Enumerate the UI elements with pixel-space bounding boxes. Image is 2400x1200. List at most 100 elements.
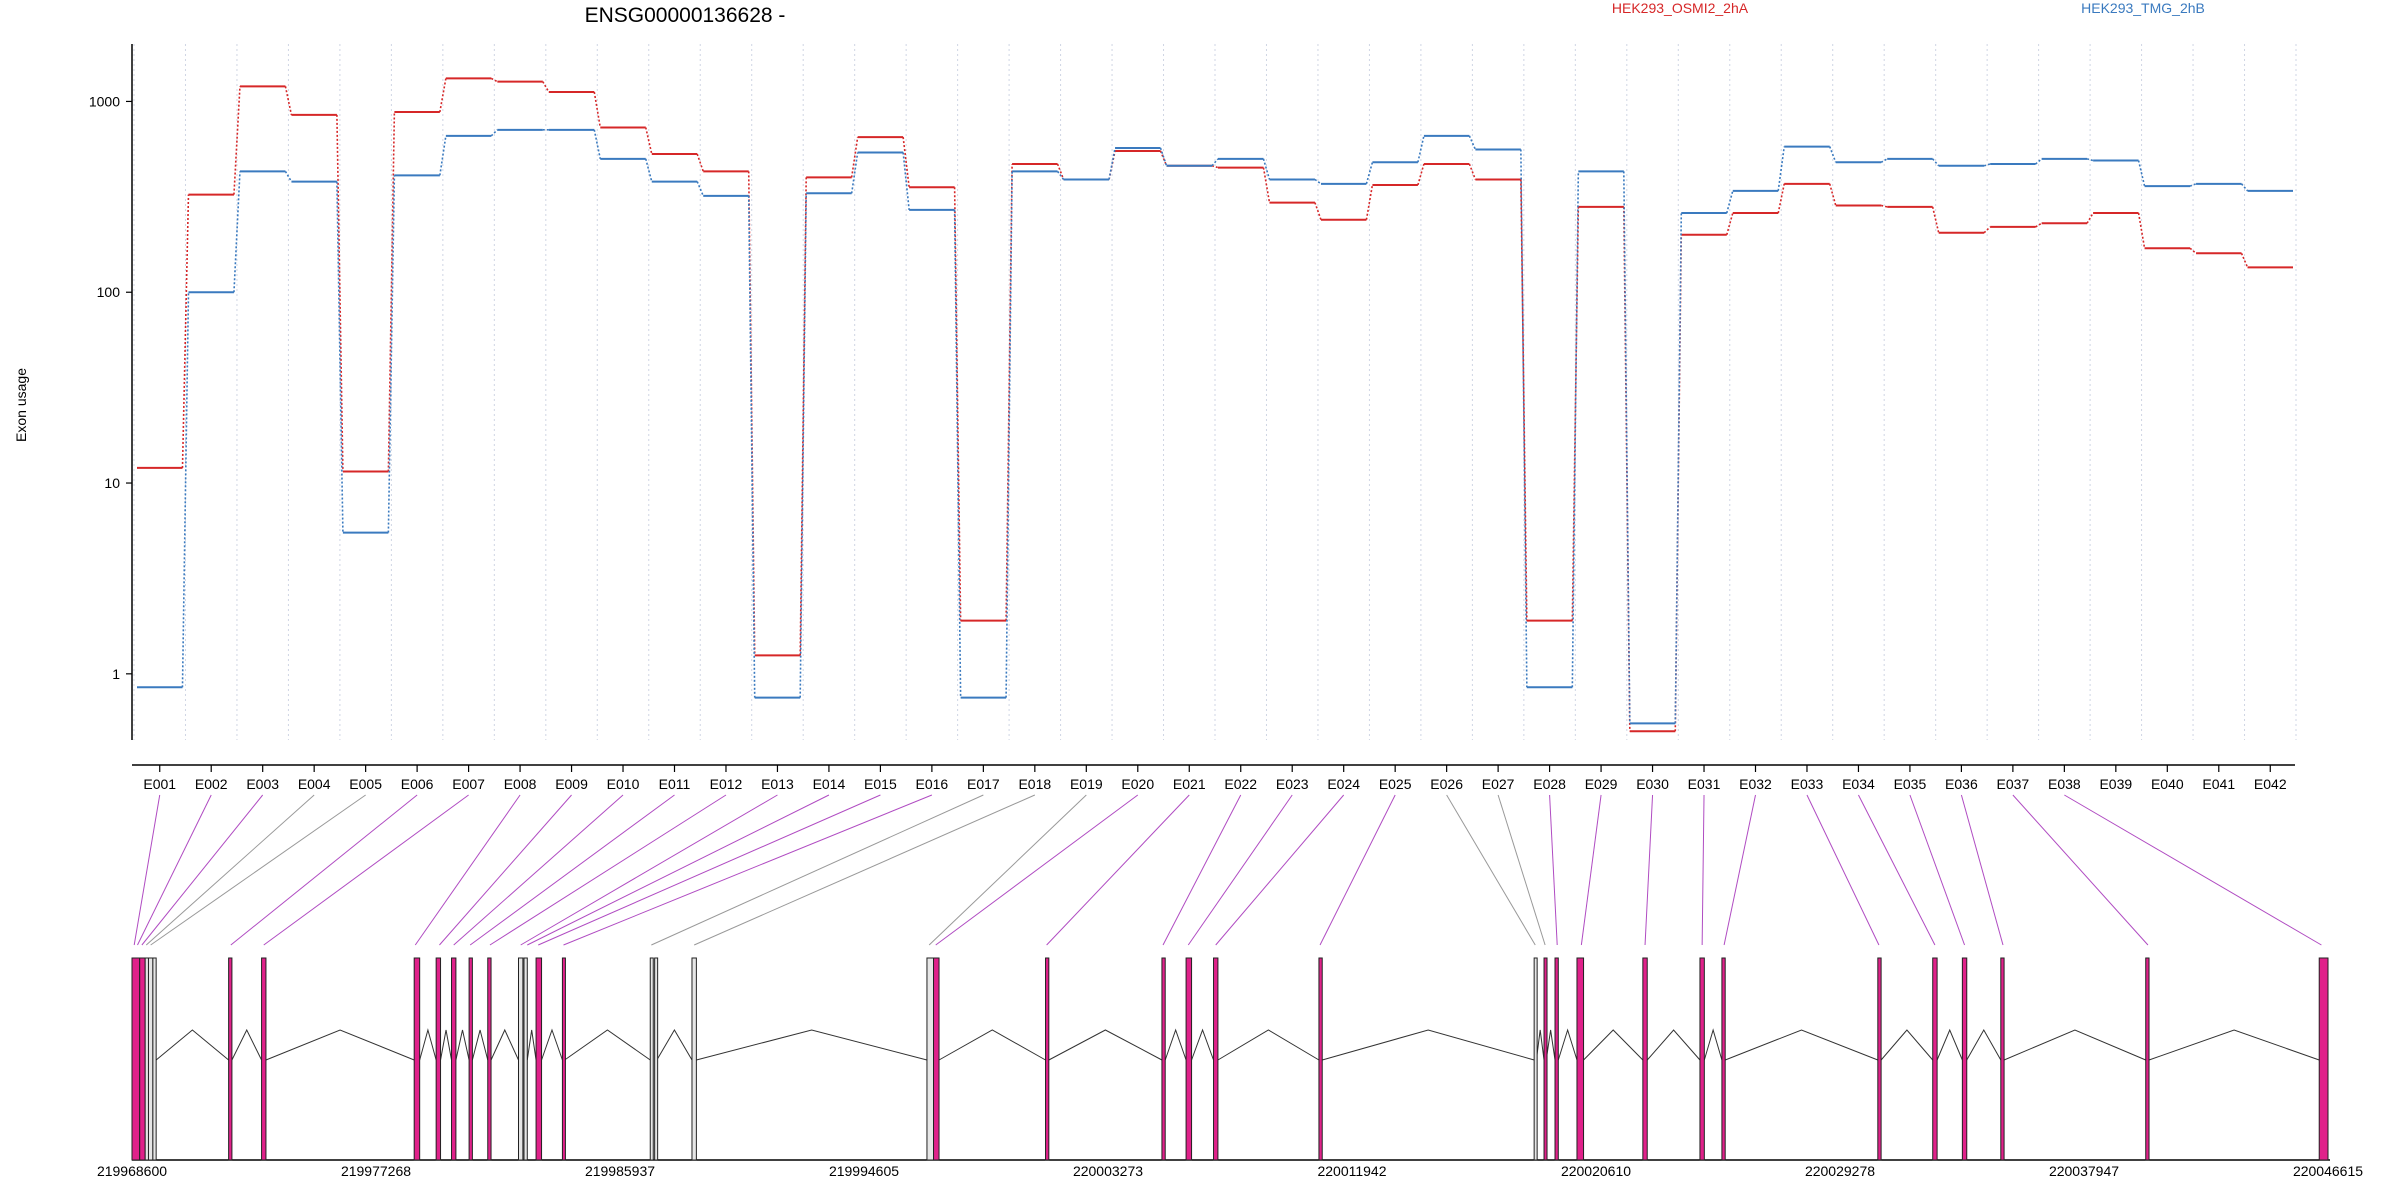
exon-box-highlighted — [487, 957, 492, 1161]
data-connector-1 — [284, 170, 293, 183]
x-tick-label: E002 — [195, 776, 228, 792]
exon-box — [649, 957, 654, 1161]
data-connector-0 — [2086, 212, 2094, 224]
data-connector-1 — [181, 292, 190, 688]
intron — [541, 1028, 563, 1061]
x-tick-label: E004 — [298, 776, 331, 792]
data-connector-1 — [1417, 135, 1425, 163]
data-connector-1 — [2137, 160, 2146, 187]
data-connector-1 — [799, 193, 807, 698]
x-tick-label: E037 — [1997, 776, 2030, 792]
exon-boxes — [131, 957, 2329, 1161]
x-tick-label: E022 — [1224, 776, 1257, 792]
intron — [1217, 1029, 1320, 1061]
data-connector-1 — [1211, 158, 1219, 167]
exon-connector — [2012, 794, 2149, 946]
exon-box-highlighted — [1721, 957, 1726, 1161]
exon-connector — [538, 794, 881, 946]
exon-box-highlighted — [228, 957, 233, 1161]
data-connector-1 — [233, 171, 241, 293]
coordinate-label: 219994605 — [829, 1163, 899, 1179]
data-connector-1 — [336, 181, 344, 533]
exon-connector — [1580, 794, 1602, 946]
genomic-coordinate-labels: 219968600 219977268 219985937 219994605 2200… — [97, 1163, 2363, 1179]
intron — [1646, 1029, 1701, 1061]
data-connector-0 — [1365, 184, 1374, 220]
data-connector-1 — [490, 129, 498, 137]
data-connector-1 — [953, 209, 962, 698]
x-tick-label: E017 — [967, 776, 1000, 792]
exon-connector — [469, 794, 675, 946]
exon-connector — [439, 794, 572, 946]
x-tick-label: E027 — [1482, 776, 1515, 792]
data-connector-0 — [2137, 212, 2146, 249]
x-tick-label: E021 — [1173, 776, 1206, 792]
x-tick-label: E028 — [1533, 776, 1566, 792]
exon-box-highlighted — [468, 957, 473, 1161]
intron-lines — [155, 1028, 2320, 1061]
exon-connector — [2064, 794, 2322, 946]
data-connector-1 — [387, 175, 396, 533]
x-tick-label: E019 — [1070, 776, 1103, 792]
exon-connector — [935, 794, 1139, 946]
exon-connector — [150, 794, 366, 946]
exon-connector — [453, 794, 624, 946]
exon-connector — [133, 794, 161, 946]
data-connector-1 — [1159, 147, 1168, 167]
data-connector-1 — [1674, 213, 1683, 724]
legend-series-b: HEK293_TMG_2hB — [2081, 0, 2205, 16]
exon-box-highlighted — [131, 957, 141, 1161]
intron — [564, 1029, 651, 1061]
exon-connector — [414, 794, 521, 946]
intron — [1725, 1029, 1879, 1061]
x-tick-label: E031 — [1688, 776, 1721, 792]
intron — [2148, 1029, 2320, 1061]
intron — [265, 1029, 415, 1061]
exon-box-highlighted — [1045, 957, 1050, 1161]
data-connector-1 — [1932, 158, 1940, 167]
data-connector-0 — [181, 194, 190, 468]
intron — [1703, 1028, 1723, 1061]
grid-lines — [133, 44, 2297, 740]
exon-connector-lines — [133, 794, 2322, 946]
data-connector-0 — [336, 114, 344, 472]
exon-connector — [693, 794, 1036, 946]
y-tick-label: 10 — [104, 475, 120, 491]
coordinate-label: 219985937 — [585, 1163, 655, 1179]
data-connector-0 — [1262, 167, 1271, 203]
x-tick-label: E029 — [1585, 776, 1618, 792]
exon-box-highlighted — [1877, 957, 1882, 1161]
exon-box-highlighted — [1161, 957, 1166, 1161]
x-tick-label: E013 — [761, 776, 794, 792]
data-connector-0 — [1983, 226, 1991, 234]
exon-box-highlighted — [1642, 957, 1648, 1161]
exon-box-highlighted — [1961, 957, 1968, 1161]
intron — [455, 1029, 470, 1061]
exon-box-highlighted — [1576, 957, 1585, 1161]
x-tick-label: E015 — [864, 776, 897, 792]
coordinate-label: 220011942 — [1317, 1163, 1386, 1179]
x-tick-label: E041 — [2202, 776, 2235, 792]
x-tick-label: E026 — [1430, 776, 1463, 792]
exon-box-highlighted — [413, 957, 421, 1161]
data-connector-1 — [2035, 158, 2043, 165]
x-tick-label: E030 — [1636, 776, 1669, 792]
x-tick-label: E033 — [1791, 776, 1824, 792]
exon-box-highlighted — [1185, 957, 1193, 1161]
x-tick-label: E008 — [504, 776, 537, 792]
intron — [1322, 1029, 1535, 1061]
data-connector-1 — [439, 135, 447, 176]
intron — [2003, 1029, 2146, 1061]
intron — [231, 1028, 263, 1061]
x-tick-label: E001 — [143, 776, 176, 792]
exon-box — [1533, 957, 1538, 1161]
y-tick-label: 1000 — [89, 93, 120, 109]
exon-box-highlighted — [1318, 957, 1323, 1161]
data-connector-0 — [1211, 165, 1219, 169]
data-connector-1 — [593, 129, 602, 160]
data-connector-0 — [696, 153, 704, 172]
exon-box — [147, 957, 154, 1161]
data-connector-1 — [696, 181, 704, 197]
y-tick-label: 100 — [97, 284, 121, 300]
